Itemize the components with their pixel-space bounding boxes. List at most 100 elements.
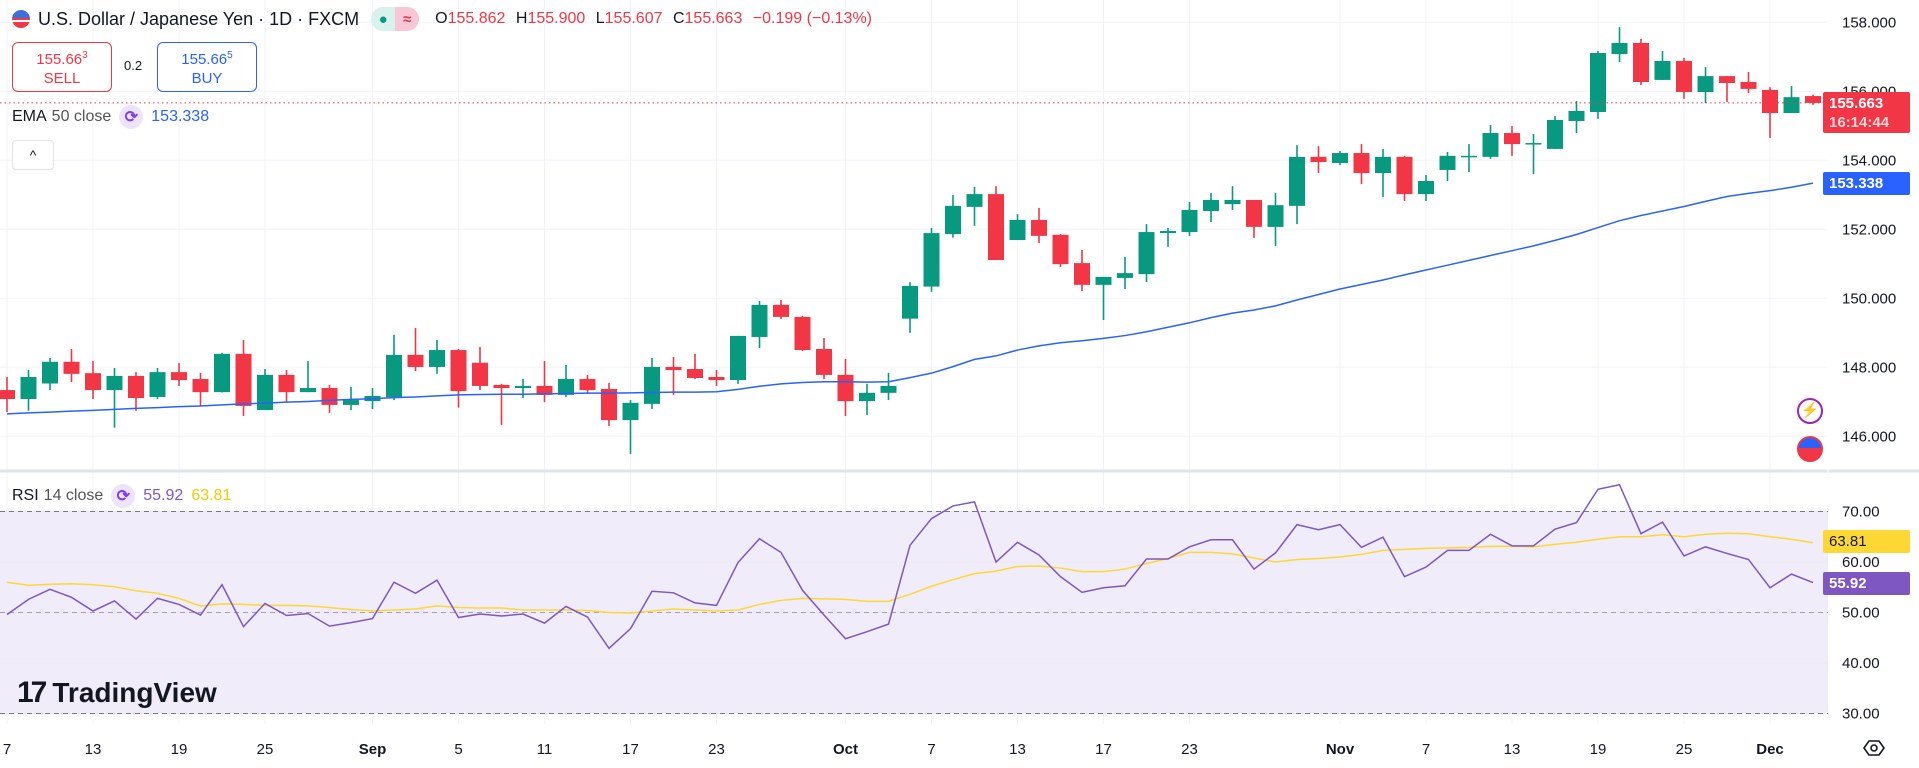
candle-body xyxy=(1590,53,1606,112)
sell-price: 155.663 xyxy=(36,50,88,68)
time-tick-label: 13 xyxy=(85,741,102,758)
candle-body xyxy=(1633,43,1649,82)
time-tick-label: 23 xyxy=(708,741,725,758)
time-tick-label: 19 xyxy=(1590,741,1607,758)
candle-body xyxy=(257,374,273,411)
spread-value: 0.2 xyxy=(124,58,143,73)
rsi-legend[interactable]: RSI 14 close ⟳ 55.92 63.81 xyxy=(12,484,231,508)
candle-body xyxy=(493,384,510,388)
candle-body xyxy=(63,361,80,374)
candle-body xyxy=(1289,156,1305,206)
buy-price: 155.665 xyxy=(181,50,233,68)
refresh-icon[interactable]: ⟳ xyxy=(111,484,136,508)
candle-body xyxy=(1762,89,1778,114)
low-label: L xyxy=(595,10,605,27)
sell-button[interactable]: 155.663 SELL xyxy=(12,42,112,92)
tradingview-logo: 17 TradingView xyxy=(17,676,217,710)
candle-body xyxy=(515,385,531,388)
candle-body xyxy=(1547,119,1563,149)
candle-body xyxy=(536,385,553,395)
ema-value: 153.338 xyxy=(151,108,210,125)
candle-body xyxy=(1160,231,1176,234)
chart-settings-icon[interactable] xyxy=(1862,738,1886,758)
rsi-axis-label: 55.92 xyxy=(1823,572,1910,595)
open-label: O xyxy=(435,10,448,27)
candle-body xyxy=(1568,110,1585,121)
price-tick-label: 146.000 xyxy=(1842,428,1896,445)
candle-body xyxy=(1611,43,1628,55)
candle-body xyxy=(966,194,983,207)
rsi-name: RSI xyxy=(12,487,39,504)
indicator-waves-icon: ≈ xyxy=(395,7,420,31)
candle-body xyxy=(1181,209,1198,233)
us-economic-event-icon[interactable] xyxy=(1797,436,1823,462)
candle-body xyxy=(386,354,402,397)
candle-body xyxy=(1676,60,1692,92)
candle-body xyxy=(859,392,875,402)
ohlc-readout: O155.862 H155.900 L155.607 C155.663 −0.1… xyxy=(429,10,872,28)
buy-button[interactable]: 155.665 BUY xyxy=(157,42,257,92)
high-label: H xyxy=(515,10,528,27)
chevron-up-icon: ^ xyxy=(29,147,37,163)
current-price-label: 155.663 16:14:44 xyxy=(1823,92,1910,133)
candle-body xyxy=(644,366,660,404)
candle-body xyxy=(1052,234,1069,265)
candle-body xyxy=(1031,219,1047,236)
axes: 146.000148.000150.000152.000154.000156.0… xyxy=(3,14,1896,758)
time-tick-label: 5 xyxy=(454,741,462,758)
candle-body xyxy=(343,400,359,405)
rsi-tick-label: 40.00 xyxy=(1842,655,1880,672)
candle-body xyxy=(1805,96,1821,103)
price-tick-label: 148.000 xyxy=(1842,359,1896,376)
candle-body xyxy=(1246,199,1262,227)
rsi-params: 14 close xyxy=(43,487,104,504)
candle-body xyxy=(1138,232,1155,275)
candle-body xyxy=(1224,199,1241,205)
candle-body xyxy=(450,350,467,392)
low-value: 155.607 xyxy=(604,10,663,27)
candle-body xyxy=(794,316,811,351)
change-value: −0.199 (−0.13%) xyxy=(752,10,873,27)
ema-legend[interactable]: EMA 50 close ⟳ 153.338 xyxy=(12,105,209,129)
candle-body xyxy=(880,385,897,393)
ema-price-label: 153.338 xyxy=(1823,172,1910,195)
candle-body xyxy=(687,369,703,378)
candle-body xyxy=(708,376,725,381)
candle-body xyxy=(622,402,639,421)
candle-body xyxy=(1783,97,1800,114)
indicator-lines xyxy=(0,102,1828,650)
refresh-icon[interactable]: ⟳ xyxy=(119,105,144,129)
candle-body xyxy=(1074,263,1090,285)
status-pill[interactable]: ● ≈ xyxy=(371,7,420,31)
candle-body xyxy=(149,372,166,397)
candle-body xyxy=(945,205,961,235)
price-tick-label: 150.000 xyxy=(1842,290,1896,307)
candles xyxy=(0,27,1821,454)
close-value: 155.663 xyxy=(684,10,743,27)
time-tick-label: Nov xyxy=(1326,741,1355,758)
open-value: 155.862 xyxy=(447,10,506,27)
candle-body xyxy=(214,353,230,393)
candle-body xyxy=(1740,81,1757,89)
high-value: 155.900 xyxy=(527,10,586,27)
candle-body xyxy=(751,304,768,337)
time-tick-label: 7 xyxy=(3,741,11,758)
candle-body xyxy=(1697,76,1714,92)
time-tick-label: 19 xyxy=(171,741,188,758)
symbol-title[interactable]: U.S. Dollar / Japanese Yen · 1D · FXCM xyxy=(38,8,360,29)
collapse-legend-button[interactable]: ^ xyxy=(12,140,54,170)
candle-body xyxy=(235,353,252,406)
rsi-band xyxy=(0,511,1828,714)
time-tick-label: 25 xyxy=(1676,741,1693,758)
candle-body xyxy=(192,379,209,393)
candle-body xyxy=(665,366,682,371)
candle-body xyxy=(1504,133,1520,145)
candle-body xyxy=(558,379,574,395)
lightning-event-icon[interactable]: ⚡ xyxy=(1797,398,1823,424)
time-tick-label: 23 xyxy=(1181,741,1198,758)
candle-body xyxy=(1332,153,1348,164)
candle-body xyxy=(730,335,746,381)
rsi-tick-label: 60.00 xyxy=(1842,554,1880,571)
rsi-tick-label: 30.00 xyxy=(1842,706,1880,723)
